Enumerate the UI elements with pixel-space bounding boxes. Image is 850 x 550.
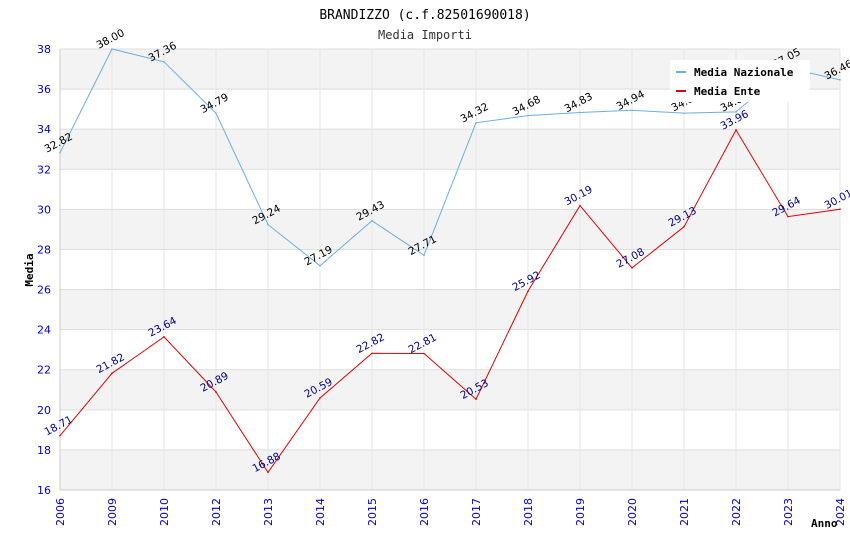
data-point bbox=[319, 397, 321, 399]
chart-title: BRANDIZZO (c.f.82501690018) bbox=[319, 8, 530, 23]
data-point bbox=[579, 111, 581, 114]
x-tick-label: 2023 bbox=[782, 498, 795, 526]
grid-band bbox=[60, 449, 840, 490]
data-point bbox=[111, 48, 113, 50]
series-line-media-nazionale bbox=[59, 48, 841, 267]
chart-subtitle: Media Importi bbox=[378, 28, 472, 42]
grid-lines bbox=[59, 48, 841, 491]
y-tick-label: 20 bbox=[37, 404, 51, 417]
data-point bbox=[631, 109, 633, 112]
y-tick-label: 34 bbox=[37, 123, 51, 136]
x-tick-label: 2022 bbox=[730, 498, 743, 526]
data-point bbox=[163, 336, 165, 338]
data-point bbox=[59, 152, 61, 154]
plot-background bbox=[60, 49, 840, 490]
x-tick-label: 2018 bbox=[522, 498, 535, 526]
y-tick-label: 38 bbox=[37, 43, 51, 56]
data-point bbox=[215, 112, 217, 115]
x-tick-label: 2019 bbox=[574, 498, 587, 526]
x-tick-label: 2015 bbox=[366, 498, 379, 526]
y-tick-label: 22 bbox=[37, 364, 51, 377]
data-point bbox=[683, 226, 685, 228]
series-line-media-ente bbox=[59, 128, 841, 474]
data-point bbox=[527, 114, 529, 117]
x-tick-label: 2020 bbox=[626, 498, 639, 526]
data-point bbox=[787, 215, 789, 218]
data-point bbox=[371, 352, 373, 355]
x-tick-label: 2010 bbox=[158, 498, 171, 526]
x-tick-label: 2013 bbox=[262, 498, 275, 526]
grid-band bbox=[60, 209, 840, 250]
grid-band bbox=[60, 129, 840, 170]
y-tick-label: 30 bbox=[37, 203, 51, 216]
x-tick-label: 2021 bbox=[678, 498, 691, 526]
data-point bbox=[111, 372, 113, 375]
data-point bbox=[267, 471, 269, 474]
data-point bbox=[267, 223, 269, 226]
x-tick-label: 2024 bbox=[834, 498, 847, 526]
legend: Media Nazionale Media Ente bbox=[670, 60, 810, 102]
y-tick-label: 36 bbox=[37, 83, 51, 96]
x-tick-label: 2009 bbox=[106, 498, 119, 526]
y-tick-label: 32 bbox=[37, 163, 51, 176]
x-tick-labels: 2006 2009 2010 2012 2013 2014 2015 2016 2017 2018… bbox=[54, 498, 847, 526]
data-point bbox=[579, 204, 581, 207]
legend-box bbox=[670, 60, 810, 102]
data-point bbox=[319, 264, 321, 267]
x-tick-label: 2017 bbox=[470, 498, 483, 526]
data-point bbox=[163, 61, 165, 63]
data-point bbox=[735, 111, 737, 113]
data-point bbox=[423, 352, 425, 355]
series-lines bbox=[59, 48, 841, 474]
data-point bbox=[59, 434, 61, 437]
y-tick-label: 28 bbox=[37, 243, 51, 256]
y-tick-label: 26 bbox=[37, 284, 51, 297]
x-tick-label: 2016 bbox=[418, 498, 431, 526]
y-axis-label: Media bbox=[23, 253, 36, 286]
data-point bbox=[371, 219, 373, 222]
data-point bbox=[839, 208, 841, 210]
y-tick-label: 18 bbox=[37, 444, 51, 457]
data-point bbox=[215, 391, 217, 393]
x-tick-label: 2014 bbox=[314, 498, 327, 526]
y-tick-label: 24 bbox=[37, 324, 51, 337]
x-axis-label: Anno bbox=[811, 517, 838, 530]
data-point bbox=[527, 290, 529, 292]
data-point bbox=[735, 129, 737, 131]
axes bbox=[59, 49, 840, 491]
y-tick-labels: 16 18 20 22 24 26 28 30 32 34 36 38 bbox=[37, 43, 51, 497]
data-point bbox=[631, 267, 633, 269]
data-point bbox=[423, 254, 425, 257]
x-tick-label: 2012 bbox=[210, 498, 223, 526]
legend-label: Media Nazionale bbox=[694, 66, 794, 79]
data-point bbox=[475, 398, 477, 400]
data-point bbox=[839, 79, 841, 81]
grid-bands bbox=[60, 49, 840, 490]
grid-band bbox=[60, 289, 840, 330]
data-point bbox=[475, 121, 477, 124]
x-tick-label: 2006 bbox=[54, 498, 67, 526]
legend-label: Media Ente bbox=[694, 85, 761, 98]
data-point bbox=[683, 112, 685, 114]
y-tick-label: 16 bbox=[37, 484, 51, 497]
data-label: 38.00 bbox=[95, 27, 127, 52]
